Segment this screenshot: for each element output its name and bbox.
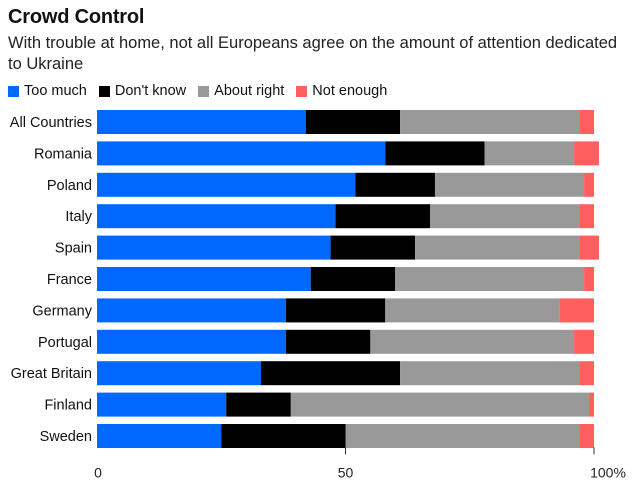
bar-finland-don-t-know [226,392,291,417]
bar-france-too-much [97,267,311,291]
legend-item-dont-know: Don't know [98,83,187,99]
bar-great-britain-too-much [97,361,262,386]
category-label-romania: Romania [34,146,93,162]
bar-germany-not-enough [559,298,594,323]
bar-finland-too-much [97,392,227,417]
legend: Too much Don't know About right Not enou… [8,83,387,99]
bar-romania-not-enough [574,141,599,166]
legend-label-too-much: Too much [24,83,87,99]
bar-spain-don-t-know [330,235,416,260]
bar-row-portugal [97,329,594,354]
bar-germany-too-much [97,298,286,323]
bar-row-all-countries [97,110,594,134]
bar-sweden-too-much [97,424,222,448]
category-label-sweden: Sweden [40,429,92,445]
bar-sweden-don-t-know [221,424,346,448]
legend-item-about-right: About right [198,83,284,99]
bar-all-countries-about-right [400,110,580,134]
legend-label-dont-know: Don't know [114,83,187,99]
legend-item-not-enough: Not enough [296,83,387,99]
bar-france-about-right [395,267,585,291]
bar-portugal-not-enough [574,329,594,354]
bar-all-countries-too-much [97,110,306,134]
x-axis: 0 50 100% [94,447,626,480]
category-label-poland: Poland [47,178,92,194]
x-tick-label-0: 0 [94,464,102,480]
category-labels: All Countries Romania Poland Italy Spain Fran… [10,115,93,445]
bar-portugal-about-right [370,329,575,354]
category-label-great-britain: Great Britain [11,366,92,382]
legend-label-not-enough: Not enough [312,83,388,99]
bar-great-britain-about-right [400,361,580,386]
bar-poland-about-right [434,172,585,197]
legend-label-about-right: About right [214,83,285,99]
legend-swatch-dont-know [98,85,110,97]
bar-portugal-too-much [97,329,286,354]
category-label-germany: Germany [32,303,92,319]
bar-poland-don-t-know [355,172,435,197]
category-label-finland: Finland [44,398,92,414]
category-label-france: France [47,272,92,288]
bar-spain-too-much [97,235,331,260]
bar-sweden-about-right [345,424,580,448]
x-tick-label-100: 100% [590,464,626,480]
bars-group [97,110,599,448]
bar-row-italy [97,204,594,229]
bar-italy-too-much [97,204,336,229]
x-tick-label-50: 50 [338,464,354,480]
bar-all-countries-not-enough [579,110,594,134]
bar-row-germany [97,298,594,323]
legend-swatch-too-much [8,85,19,97]
bar-row-poland [97,172,594,197]
bar-italy-about-right [429,204,580,229]
chart-subtitle: With trouble at home, not all Europeans … [8,34,618,73]
category-label-spain: Spain [55,241,92,257]
bar-row-romania [97,141,599,166]
bar-italy-not-enough [579,204,594,229]
bar-spain-not-enough [579,235,599,260]
bar-italy-don-t-know [335,204,430,229]
bar-portugal-don-t-know [285,329,371,354]
bar-poland-too-much [97,172,356,197]
bar-row-sweden [97,424,594,448]
bar-romania-too-much [97,141,386,166]
bar-finland-about-right [290,392,590,417]
bar-great-britain-not-enough [579,361,594,386]
bar-germany-about-right [385,298,560,323]
bar-romania-don-t-know [385,141,485,166]
category-label-italy: Italy [65,209,92,225]
bar-row-spain [97,235,599,260]
bar-all-countries-don-t-know [305,110,401,134]
chart-title: Crowd Control [8,6,145,28]
legend-item-too-much: Too much [8,83,87,99]
bar-row-great-britain [97,361,594,386]
bar-row-finland [97,392,594,417]
category-label-portugal: Portugal [38,335,92,351]
bar-romania-about-right [484,141,575,166]
bar-france-don-t-know [310,267,396,291]
bar-spain-about-right [415,235,580,260]
category-label-all-countries: All Countries [10,115,92,131]
legend-swatch-about-right [198,85,210,97]
bar-sweden-not-enough [579,424,594,448]
bar-france-not-enough [584,267,594,291]
bar-great-britain-don-t-know [261,361,401,386]
legend-swatch-not-enough [296,85,308,97]
bar-row-france [97,267,594,291]
bar-finland-not-enough [589,392,594,417]
bar-germany-don-t-know [285,298,386,323]
bar-poland-not-enough [584,172,594,197]
